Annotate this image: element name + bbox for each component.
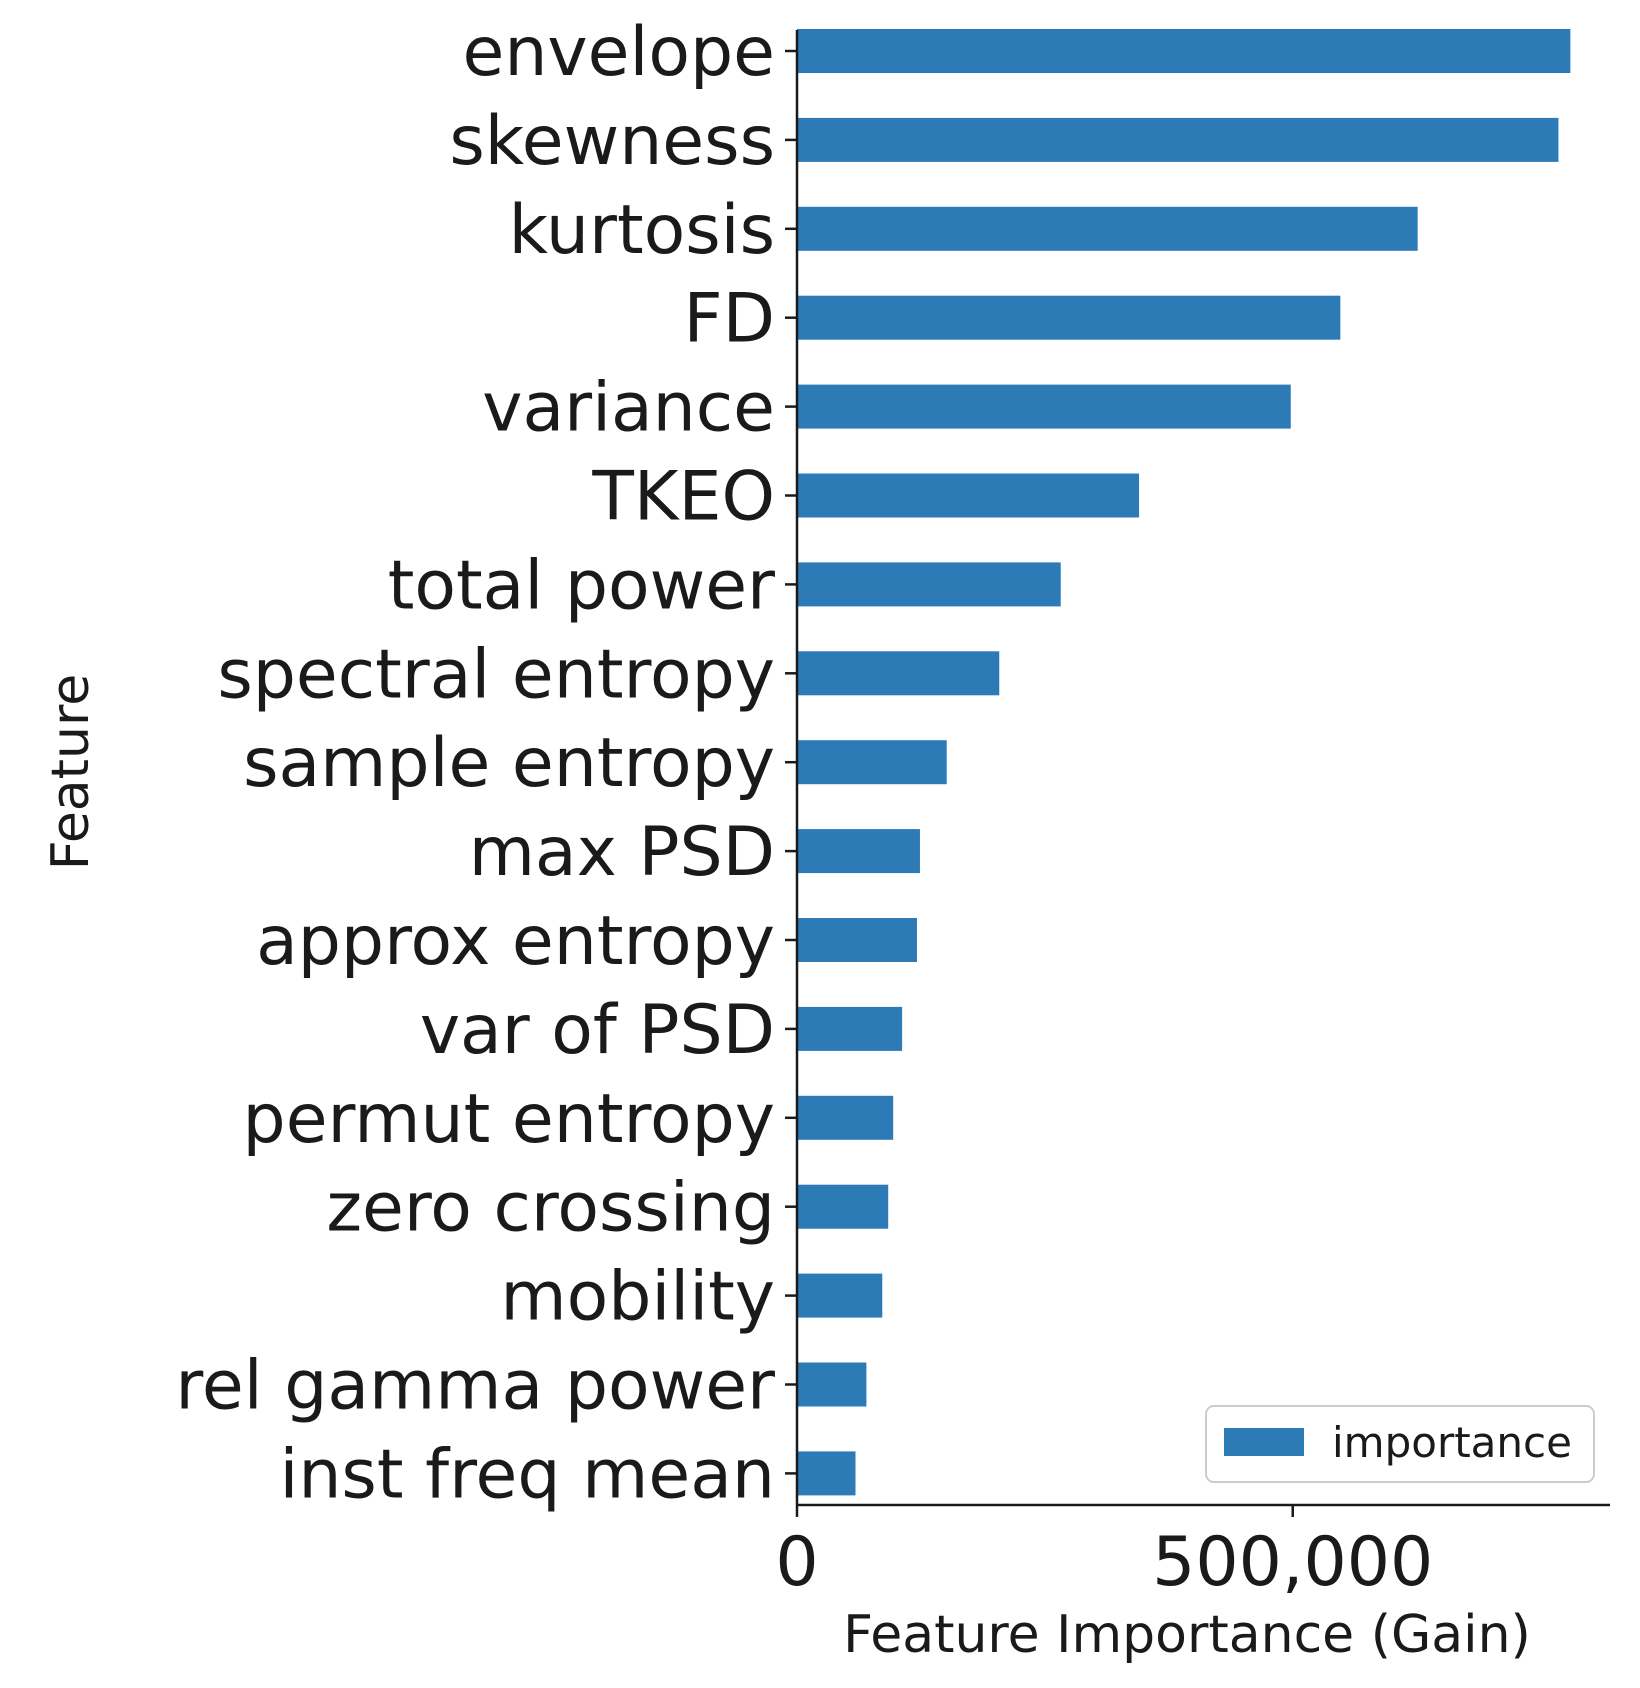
legend-frame [1205, 1405, 1595, 1483]
bar [797, 384, 1291, 429]
legend-label: importance [1332, 1418, 1572, 1467]
bar [797, 829, 920, 874]
y-tick-label: rel gamma power [175, 1347, 775, 1426]
bar [797, 295, 1341, 340]
y-tick-label: approx entropy [256, 902, 775, 981]
legend-swatch [1224, 1428, 1304, 1456]
y-tick-label: inst freq mean [279, 1435, 775, 1514]
y-tick-label: mobility [500, 1258, 775, 1337]
y-tick-label: permut entropy [243, 1080, 775, 1159]
y-tick-label: sample entropy [243, 724, 775, 803]
bar [797, 562, 1061, 607]
bar [797, 740, 947, 785]
x-tick-label: 500,000 [1152, 1523, 1433, 1602]
x-axis-title: Feature Importance (Gain) [843, 1605, 1531, 1665]
bar [797, 206, 1418, 251]
y-tick-label: FD [684, 280, 775, 359]
bar [797, 1362, 867, 1407]
bar [797, 1451, 856, 1496]
y-tick-label: TKEO [591, 458, 775, 537]
y-tick-label: kurtosis [509, 191, 775, 270]
bar [797, 1006, 903, 1051]
legend: importance [1205, 1405, 1595, 1483]
y-tick-label: total power [388, 546, 775, 625]
y-tick-label: variance [482, 369, 775, 448]
y-axis-title: Feature [41, 674, 101, 871]
bar [797, 117, 1559, 162]
bar [797, 651, 1000, 696]
y-tick-label: spectral entropy [217, 635, 775, 714]
y-tick-label: zero crossing [326, 1169, 775, 1248]
y-tick-label: max PSD [469, 813, 775, 892]
bar [797, 473, 1140, 518]
y-tick-label: var of PSD [420, 991, 775, 1070]
bar [797, 29, 1571, 73]
bar [797, 1095, 894, 1140]
y-axis-ticks: envelope skewness kurtosis FD variance TKEO to… [175, 13, 797, 1514]
bar [797, 918, 917, 962]
bar [797, 1273, 883, 1318]
x-axis-ticks: 0 500,000 [775, 1505, 1433, 1602]
x-tick-label: 0 [775, 1523, 818, 1602]
bars-group [797, 29, 1571, 1496]
y-tick-label: envelope [462, 13, 775, 92]
y-tick-label: skewness [449, 102, 775, 181]
bar [797, 1184, 889, 1229]
